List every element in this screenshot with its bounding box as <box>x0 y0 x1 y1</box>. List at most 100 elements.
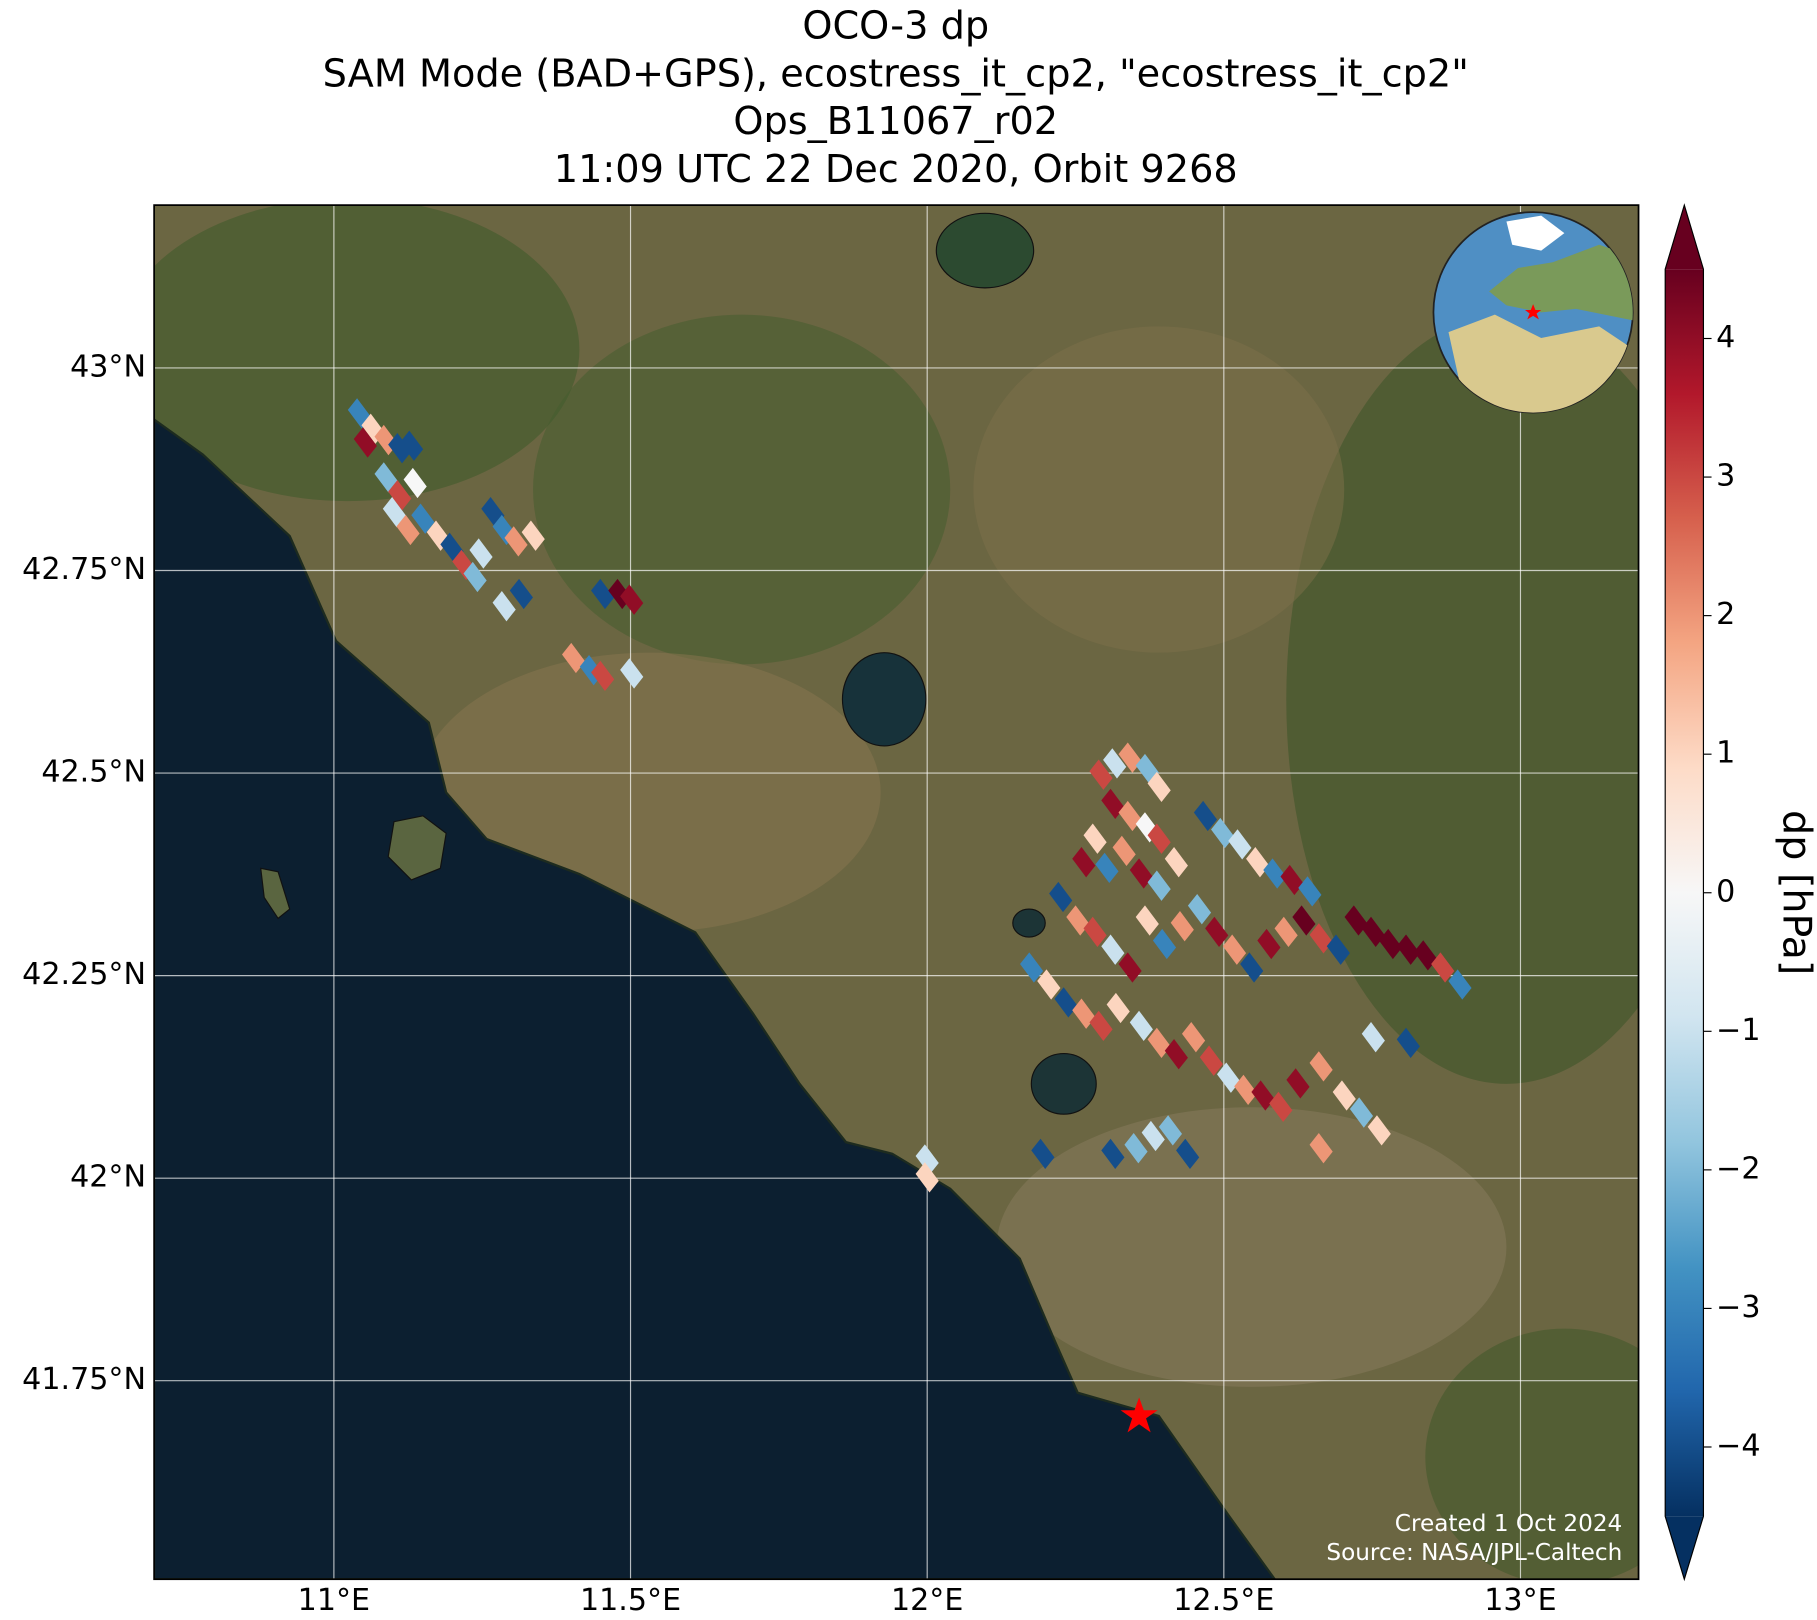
dp-cell <box>1147 771 1171 802</box>
target-star <box>1120 1397 1158 1433</box>
lake <box>841 652 927 747</box>
dp-cell <box>1286 1068 1310 1099</box>
dp-cell <box>1095 852 1119 884</box>
globe-inset <box>1432 211 1634 414</box>
dp-cell <box>1135 905 1159 936</box>
dp-cell <box>1211 817 1235 849</box>
lat-tick-label: 42.5°N <box>41 755 146 790</box>
dp-cell <box>1280 864 1304 896</box>
dp-cell <box>1181 1022 1206 1053</box>
dp-cell <box>1263 858 1287 889</box>
dp-cell <box>382 497 406 528</box>
dp-cell <box>1101 934 1125 965</box>
colorbar-label: dp [hPa] <box>1773 810 1817 975</box>
lat-tick-label: 42.75°N <box>22 552 146 587</box>
dp-cell <box>1326 934 1350 965</box>
dp-cell <box>591 578 615 610</box>
title-line: SAM Mode (BAD+GPS), ecostress_it_cp2, "e… <box>323 51 1469 96</box>
lon-tick-label: 11.5°E <box>580 1583 681 1618</box>
dp-cell <box>1072 998 1096 1029</box>
dp-cell <box>1129 1010 1153 1041</box>
dp-cell <box>1141 1120 1165 1152</box>
colorbar-tick-label: −1 <box>1716 1013 1760 1048</box>
dp-cell <box>1103 748 1127 779</box>
dp-cell <box>396 514 420 546</box>
dp-cell <box>915 1144 939 1175</box>
forest <box>154 205 580 502</box>
colorbar-tick-label: 1 <box>1716 736 1735 771</box>
colorbar: −4 −3 −2 −1 0 1 2 3 4 <box>1664 203 1761 1582</box>
dp-cell <box>1054 987 1078 1018</box>
dp-cell <box>1106 992 1130 1024</box>
map-frame <box>153 204 1640 1581</box>
colorbar-tick-label: −2 <box>1716 1151 1760 1186</box>
dp-cell <box>509 578 533 610</box>
dp-cell <box>1089 1010 1113 1041</box>
dp-cell <box>1083 916 1107 948</box>
lon-tick-label: 12.5°E <box>1173 1583 1274 1618</box>
lat-tick-label: 41.75°N <box>22 1362 146 1397</box>
credit: Source: NASA/JPL-Caltech <box>1326 1539 1622 1566</box>
lake <box>1012 908 1046 938</box>
dp-cell <box>1234 1074 1258 1106</box>
globe-africa <box>1448 314 1633 413</box>
dp-cell <box>1020 952 1044 983</box>
dp-cell <box>1378 928 1403 960</box>
dp-cell <box>1089 759 1113 790</box>
dp-cell <box>1158 1115 1183 1146</box>
dp-cell <box>915 1162 939 1193</box>
dp-cell <box>504 526 528 557</box>
dp-cell <box>463 561 487 593</box>
dp-cell <box>521 520 545 551</box>
dp-cell <box>1228 829 1252 860</box>
dp-cell <box>1361 1022 1385 1053</box>
lat-tick-label: 42°N <box>70 1160 146 1195</box>
dp-cell <box>1199 1045 1223 1076</box>
dp-cell <box>1129 858 1153 889</box>
forest <box>533 314 951 665</box>
forest <box>1286 314 1639 1084</box>
dp-cell <box>388 433 412 464</box>
title-line: Ops_B11067_r02 <box>733 99 1058 144</box>
dp-cell <box>620 658 644 689</box>
dp-cell <box>1124 1133 1148 1164</box>
dp-cell <box>1344 905 1368 936</box>
dp-cell <box>1257 928 1281 960</box>
dp-cell <box>1246 847 1270 878</box>
dp-cell <box>1147 823 1171 854</box>
dp-cell <box>1332 1080 1356 1111</box>
dp-cell <box>353 427 377 458</box>
dp-cell <box>620 584 644 615</box>
forest <box>1425 1328 1639 1580</box>
globe-europe <box>1489 244 1633 321</box>
dp-cell <box>1072 847 1096 878</box>
lon-tick-label: 12°E <box>891 1583 963 1618</box>
dp-cell <box>561 642 586 674</box>
dp-cell <box>1066 905 1090 936</box>
dp-cell <box>1309 923 1333 954</box>
lon-tick-label: 11°E <box>298 1583 370 1618</box>
dp-cell <box>1170 911 1194 942</box>
dp-cell <box>1413 940 1438 971</box>
dp-cell <box>1216 1062 1241 1093</box>
lake <box>935 212 1035 289</box>
credit: Created 1 Oct 2024 <box>1395 1510 1623 1537</box>
dp-cell <box>1118 800 1142 832</box>
dp-cell <box>1309 1133 1333 1164</box>
grid <box>154 205 1639 1580</box>
lat-tick-label: 43°N <box>70 349 146 384</box>
dp-cell <box>1101 788 1125 820</box>
farmland <box>973 326 1345 653</box>
island <box>387 815 447 881</box>
urban <box>996 1107 1507 1387</box>
dp-cell <box>1298 876 1322 907</box>
sea <box>154 418 1277 1580</box>
basemap <box>154 205 1639 1580</box>
data-cells <box>347 398 1472 1193</box>
dp-cell <box>1251 1080 1275 1111</box>
dp-cell <box>1147 1027 1171 1059</box>
dp-cell <box>1164 1039 1188 1070</box>
dp-cell <box>403 467 427 499</box>
colorbar-body <box>1665 269 1704 1517</box>
